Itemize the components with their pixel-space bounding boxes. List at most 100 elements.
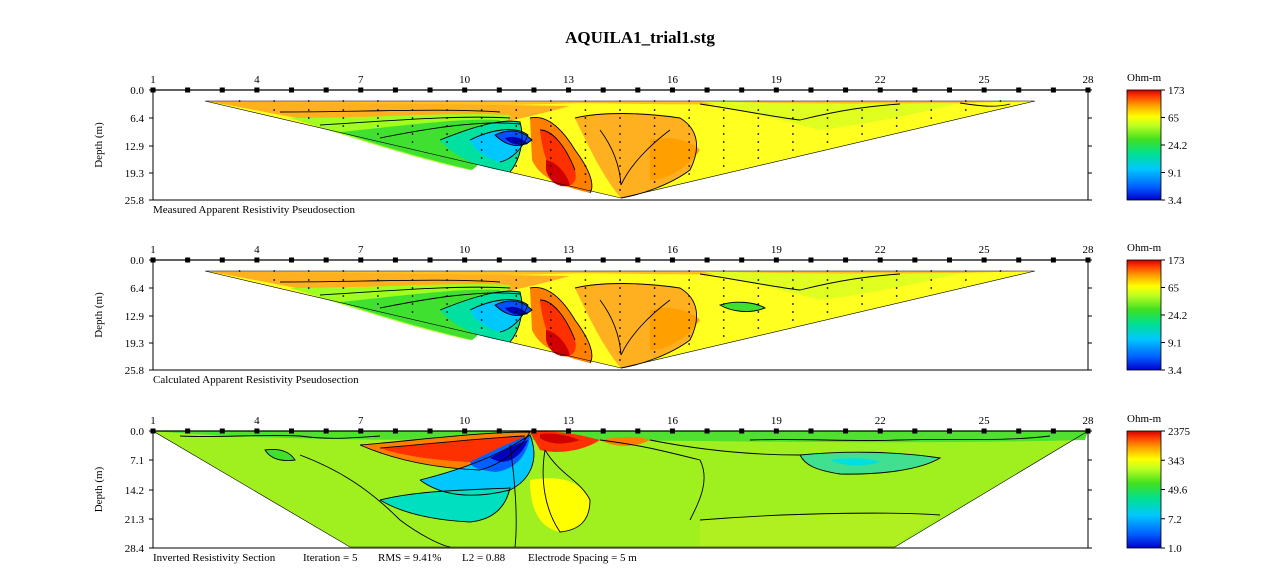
datum-point	[722, 311, 725, 313]
datum-point	[480, 270, 483, 272]
electrode-marker	[427, 257, 433, 263]
datum-point	[411, 100, 414, 102]
depth-tick-label: 25.8	[125, 195, 145, 207]
electrode-marker	[808, 428, 814, 434]
electrode-label: 13	[563, 244, 575, 256]
datum-point	[549, 157, 552, 159]
datum-point	[411, 279, 414, 281]
datum-point	[895, 109, 898, 111]
iteration-label: Iteration = 5	[303, 552, 358, 564]
datum-point	[722, 335, 725, 337]
datum-point	[446, 319, 448, 321]
datum-point	[757, 141, 760, 143]
section-fill	[153, 431, 1088, 547]
electrode-marker	[669, 87, 675, 93]
datum-point	[722, 141, 725, 143]
datum-point	[549, 287, 552, 289]
electrode-marker	[912, 428, 918, 434]
datum-point	[757, 319, 760, 321]
datum-point	[584, 327, 587, 329]
electrode-marker	[877, 428, 883, 434]
electrode-marker	[358, 257, 364, 263]
colorbar-tick-label: 1.0	[1168, 543, 1182, 555]
colorbar-tick-label: 7.2	[1168, 514, 1182, 526]
datum-point	[722, 117, 725, 119]
electrode-marker	[185, 257, 191, 263]
datum-point	[861, 117, 863, 119]
datum-point	[549, 270, 552, 272]
datum-point	[342, 287, 345, 289]
datum-point	[446, 125, 448, 127]
datum-point	[584, 287, 587, 289]
depth-tick-label: 0.0	[130, 426, 144, 438]
datum-point	[688, 270, 691, 272]
datum-point	[653, 295, 656, 297]
datum-point	[480, 303, 483, 305]
datum-point	[619, 311, 621, 313]
datum-point	[722, 270, 725, 272]
datum-point	[515, 125, 518, 127]
datum-point	[549, 133, 552, 135]
datum-point	[722, 157, 725, 159]
electrode-label: 25	[979, 244, 991, 256]
datum-point	[619, 181, 621, 183]
datum-point	[861, 279, 863, 281]
datum-point	[446, 287, 448, 289]
datum-point	[688, 125, 691, 127]
colorbar-tick-label: 9.1	[1168, 338, 1182, 350]
electrode-marker	[531, 87, 537, 93]
electrode-marker	[600, 257, 606, 263]
datum-point	[549, 117, 552, 119]
datum-point	[757, 303, 760, 305]
datum-point	[964, 279, 967, 281]
datum-point	[584, 279, 587, 281]
electrode-marker	[496, 87, 502, 93]
datum-point	[584, 270, 587, 272]
datum-point	[377, 125, 379, 127]
colorbar-unit: Ohm-m	[1127, 413, 1162, 425]
datum-point	[826, 279, 829, 281]
datum-point	[584, 343, 587, 345]
datum-point	[688, 295, 691, 297]
electrode-label: 28	[1083, 74, 1095, 86]
datum-point	[826, 125, 829, 127]
electrode-marker	[600, 428, 606, 434]
datum-point	[549, 311, 552, 313]
datum-point	[930, 117, 933, 119]
datum-point	[792, 319, 794, 321]
datum-point	[688, 311, 691, 313]
datum-point	[584, 149, 587, 151]
electrode-label: 1	[150, 415, 156, 427]
datum-point	[619, 351, 621, 353]
datum-point	[342, 270, 345, 272]
datum-point	[757, 100, 760, 102]
datum-point	[653, 109, 656, 111]
datum-point	[377, 109, 379, 111]
datum-point	[446, 311, 448, 313]
datum-point	[722, 319, 725, 321]
datum-point	[619, 149, 621, 151]
datum-point	[480, 125, 483, 127]
electrode-label: 1	[150, 244, 156, 256]
datum-point	[619, 133, 621, 135]
chart-title: AQUILA1_trial1.stg	[565, 28, 715, 47]
electrode-marker	[358, 428, 364, 434]
datum-point	[930, 109, 933, 111]
datum-point	[446, 149, 448, 151]
datum-point	[446, 279, 448, 281]
datum-point	[722, 165, 725, 167]
electrode-marker	[462, 87, 468, 93]
datum-point	[792, 133, 794, 135]
datum-point	[688, 279, 691, 281]
datum-point	[964, 100, 967, 102]
depth-axis-label: Depth (m)	[93, 466, 105, 512]
datum-point	[861, 270, 863, 272]
axes: 1 4 7 10 13 16 19 22 25 28 0.0 7.1 14.2 21.3 28.4 Depth…	[93, 415, 1094, 555]
electrode-marker	[392, 257, 398, 263]
datum-point	[826, 100, 829, 102]
electrode-marker	[877, 87, 883, 93]
datum-point	[619, 279, 621, 281]
electrode-marker	[185, 428, 191, 434]
datum-point	[757, 287, 760, 289]
datum-point	[411, 133, 414, 135]
